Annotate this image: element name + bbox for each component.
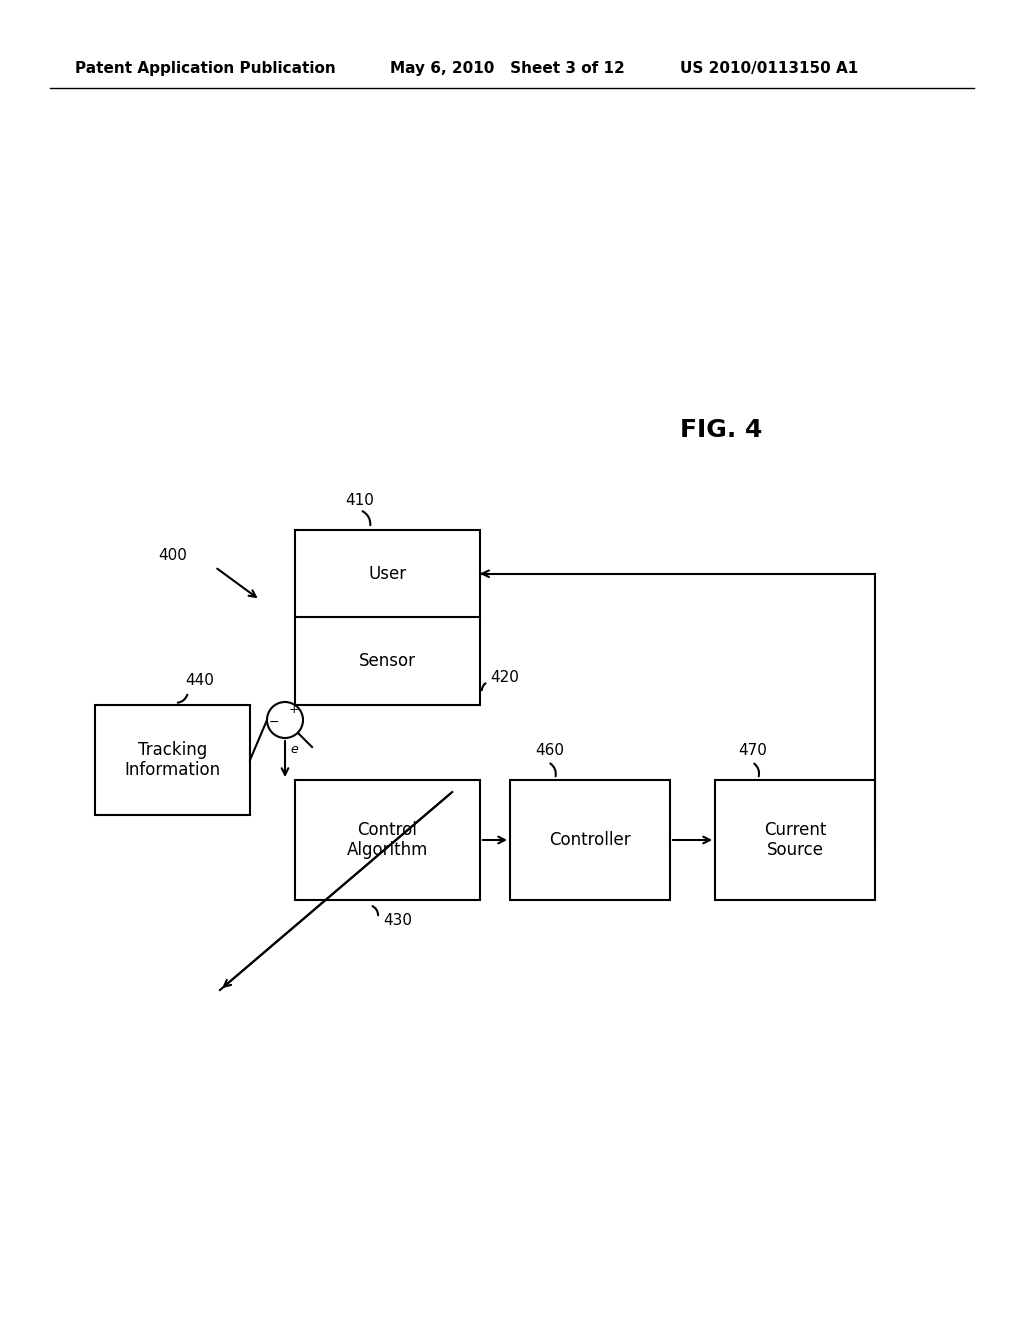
Bar: [95, 705, 250, 814]
Text: 400: 400: [158, 548, 186, 564]
Text: Patent Application Publication: Patent Application Publication: [75, 61, 336, 75]
Text: 430: 430: [383, 913, 412, 928]
Bar: [510, 780, 670, 900]
Text: 410: 410: [345, 492, 374, 508]
Text: Current
Source: Current Source: [764, 821, 826, 859]
Text: e: e: [290, 743, 298, 756]
Text: Tracking
Information: Tracking Information: [125, 741, 220, 779]
Text: Controller: Controller: [549, 832, 631, 849]
Text: 460: 460: [535, 743, 564, 758]
Text: −: −: [269, 715, 280, 729]
Text: User: User: [369, 565, 407, 582]
Text: FIG. 4: FIG. 4: [680, 418, 763, 442]
Bar: [295, 531, 480, 705]
Bar: [295, 780, 480, 900]
Text: Control
Algorithm: Control Algorithm: [347, 821, 428, 859]
Circle shape: [267, 702, 303, 738]
Bar: [715, 780, 874, 900]
Text: 440: 440: [185, 673, 214, 688]
Text: 470: 470: [738, 743, 767, 758]
Text: +: +: [289, 704, 300, 715]
Text: Sensor: Sensor: [359, 652, 416, 671]
Text: US 2010/0113150 A1: US 2010/0113150 A1: [680, 61, 858, 75]
Text: 420: 420: [490, 671, 519, 685]
Text: May 6, 2010   Sheet 3 of 12: May 6, 2010 Sheet 3 of 12: [390, 61, 625, 75]
